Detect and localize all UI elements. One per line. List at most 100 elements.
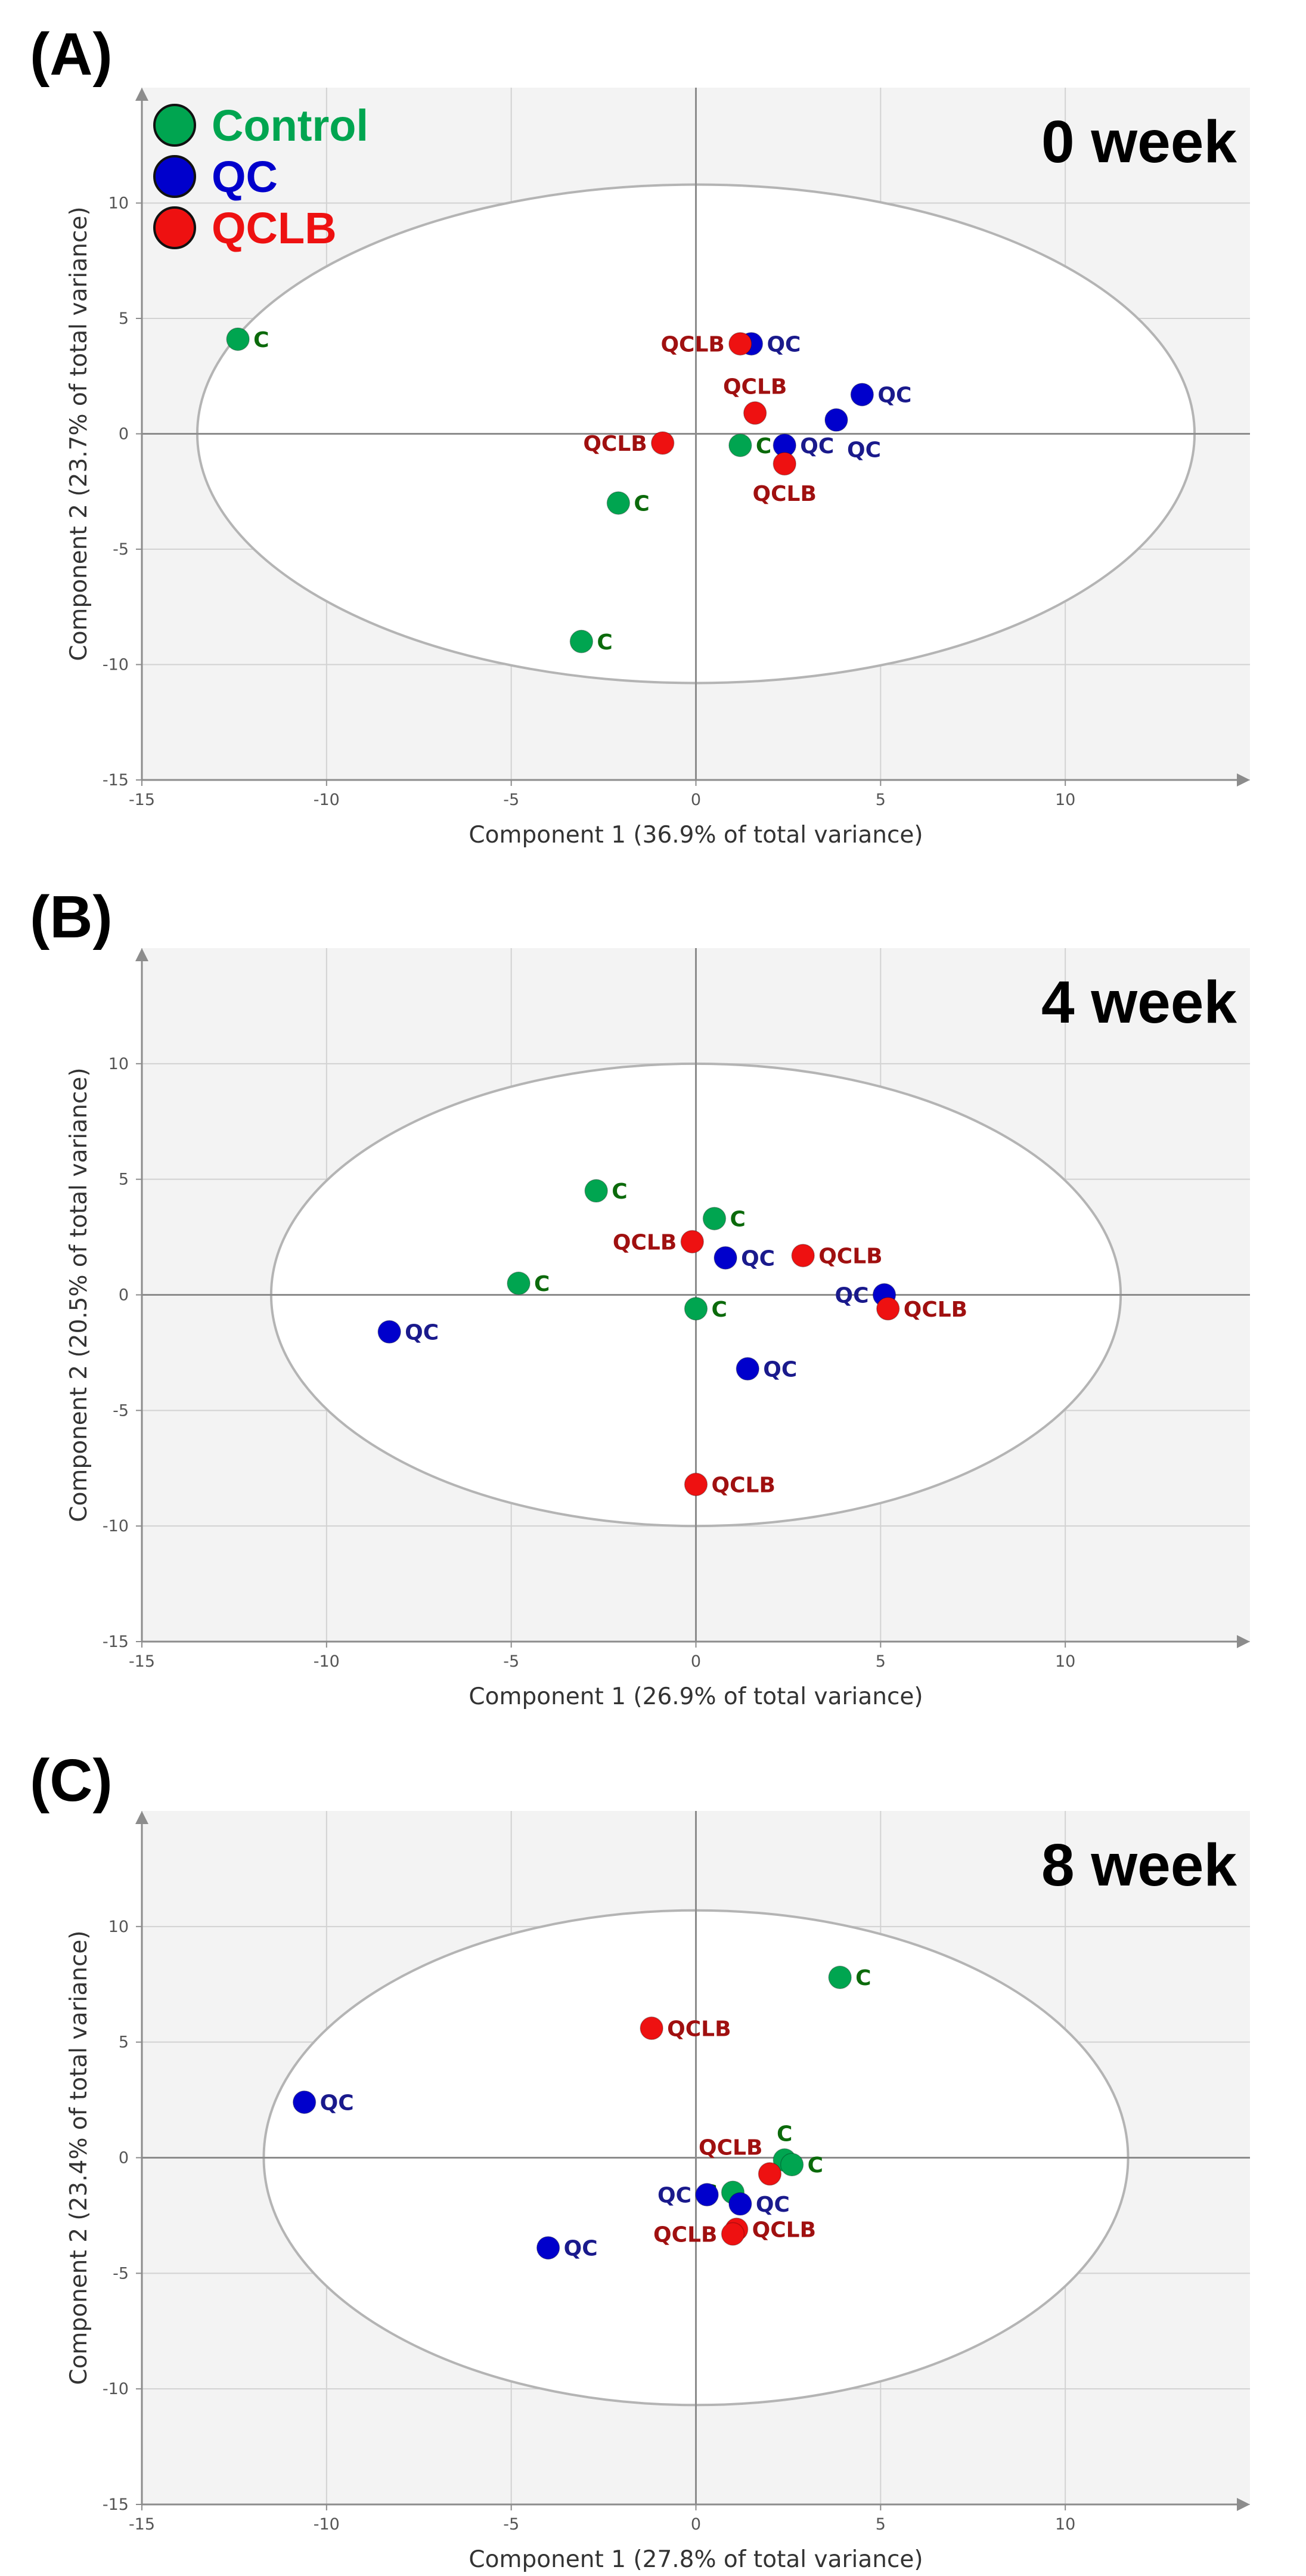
data-point-qc: [850, 382, 874, 407]
point-label: QCLB: [904, 1298, 967, 1322]
data-point-control: [584, 1179, 608, 1203]
x-tick-label: 10: [1055, 791, 1075, 809]
y-tick-label: -10: [103, 2380, 129, 2398]
data-point-qclb: [684, 1472, 708, 1497]
data-point-control: [728, 434, 752, 457]
legend-label-control: Control: [212, 101, 368, 150]
y-axis-arrow-icon: [135, 948, 148, 961]
point-label: C: [756, 434, 771, 459]
x-tick-label: -5: [503, 1652, 519, 1671]
point-label: QC: [835, 1284, 868, 1308]
x-axis-arrow-icon: [1237, 1635, 1250, 1648]
point-label: C: [634, 492, 649, 516]
x-tick-label: 0: [691, 1652, 701, 1671]
data-point-qclb: [721, 2222, 745, 2246]
y-tick-label: 0: [119, 425, 129, 444]
point-label: C: [730, 1208, 745, 1232]
x-tick-label: 0: [691, 791, 701, 809]
point-label: QC: [657, 2184, 691, 2208]
x-tick-label: -10: [314, 791, 340, 809]
y-tick-label: -10: [103, 656, 129, 674]
point-label: C: [612, 1179, 627, 1204]
legend-marker-qclb: [153, 206, 196, 249]
panel-letter: (A): [30, 21, 113, 88]
x-tick-label: -10: [314, 1652, 340, 1671]
x-tick-label: -5: [503, 791, 519, 809]
x-tick-label: -15: [129, 2515, 155, 2534]
point-label: C: [253, 328, 269, 352]
point-label: QC: [763, 1358, 797, 1382]
data-point-control: [569, 630, 594, 654]
x-tick-label: -15: [129, 791, 155, 809]
x-axis-arrow-icon: [1237, 2498, 1250, 2511]
data-point-control: [780, 2153, 804, 2176]
data-point-qc: [736, 1357, 760, 1381]
point-label: QCLB: [818, 1244, 882, 1269]
point-label: QCLB: [667, 2017, 731, 2041]
y-tick-label: 5: [119, 1171, 129, 1189]
data-point-qclb: [728, 332, 752, 356]
x-axis-arrow-icon: [1237, 773, 1250, 787]
y-axis-title: Component 2 (23.7% of total variance): [66, 206, 92, 661]
y-tick-label: 0: [119, 1286, 129, 1305]
week-label: 4 week: [1041, 969, 1237, 1036]
y-axis-arrow-icon: [135, 1811, 148, 1824]
data-point-qc: [292, 2090, 317, 2114]
data-point-qc: [695, 2182, 719, 2207]
data-point-qclb: [758, 2162, 782, 2186]
data-point-control: [226, 327, 250, 351]
point-label: QCLB: [660, 333, 724, 357]
x-tick-label: 5: [876, 2515, 886, 2534]
y-tick-label: -5: [113, 2264, 129, 2283]
week-label: 0 week: [1041, 109, 1237, 175]
data-point-qc: [377, 1320, 401, 1344]
x-tick-label: -10: [314, 2515, 340, 2534]
data-point-qc: [536, 2236, 560, 2260]
point-label: QC: [847, 438, 881, 462]
data-point-qc: [714, 1246, 737, 1270]
data-point-qclb: [743, 401, 767, 425]
point-label: QCLB: [699, 2136, 762, 2160]
data-point-qclb: [876, 1297, 900, 1321]
point-label: QCLB: [712, 1473, 775, 1497]
point-label: QCLB: [723, 375, 787, 400]
data-point-qc: [824, 408, 848, 432]
data-point-qc: [728, 2192, 752, 2216]
point-label: QCLB: [613, 1230, 677, 1255]
x-axis-title: Component 1 (36.9% of total variance): [469, 822, 923, 849]
y-tick-label: 0: [119, 2149, 129, 2168]
y-tick-label: -15: [103, 771, 129, 789]
week-label: 8 week: [1041, 1832, 1237, 1899]
y-tick-label: 5: [119, 2033, 129, 2052]
y-tick-label: 5: [119, 309, 129, 328]
point-label: C: [597, 630, 612, 655]
legend-marker-control: [153, 104, 196, 147]
point-label: QC: [564, 2237, 598, 2261]
data-point-qclb: [640, 2016, 663, 2041]
point-label: QC: [800, 434, 834, 459]
point-label: C: [712, 1298, 727, 1322]
y-tick-label: 10: [108, 194, 129, 213]
x-tick-label: 10: [1055, 1652, 1075, 1671]
pca-panel-2: (B) -15 -10 -5 0 5 10 -15 -10 -5 0 5 10 Component 1 (…: [30, 884, 1250, 1710]
point-label: QC: [320, 2091, 354, 2115]
x-tick-label: -5: [503, 2515, 519, 2534]
y-tick-label: 10: [108, 1918, 129, 1936]
x-tick-label: 5: [876, 791, 886, 809]
point-label: QCLB: [653, 2222, 717, 2247]
data-point-control: [828, 1965, 852, 1989]
point-label: C: [855, 1966, 871, 1990]
point-label: C: [777, 2122, 792, 2146]
x-tick-label: 5: [876, 1652, 886, 1671]
y-tick-label: 10: [108, 1055, 129, 1073]
x-axis-title: Component 1 (26.9% of total variance): [469, 1683, 923, 1710]
legend-label-qclb: QCLB: [212, 203, 337, 253]
data-point-control: [507, 1271, 531, 1295]
y-axis-arrow-icon: [135, 88, 148, 101]
y-axis-title: Component 2 (20.5% of total variance): [66, 1067, 92, 1522]
point-label: C: [808, 2153, 823, 2178]
y-tick-label: -10: [103, 1517, 129, 1535]
data-point-control: [606, 491, 631, 515]
